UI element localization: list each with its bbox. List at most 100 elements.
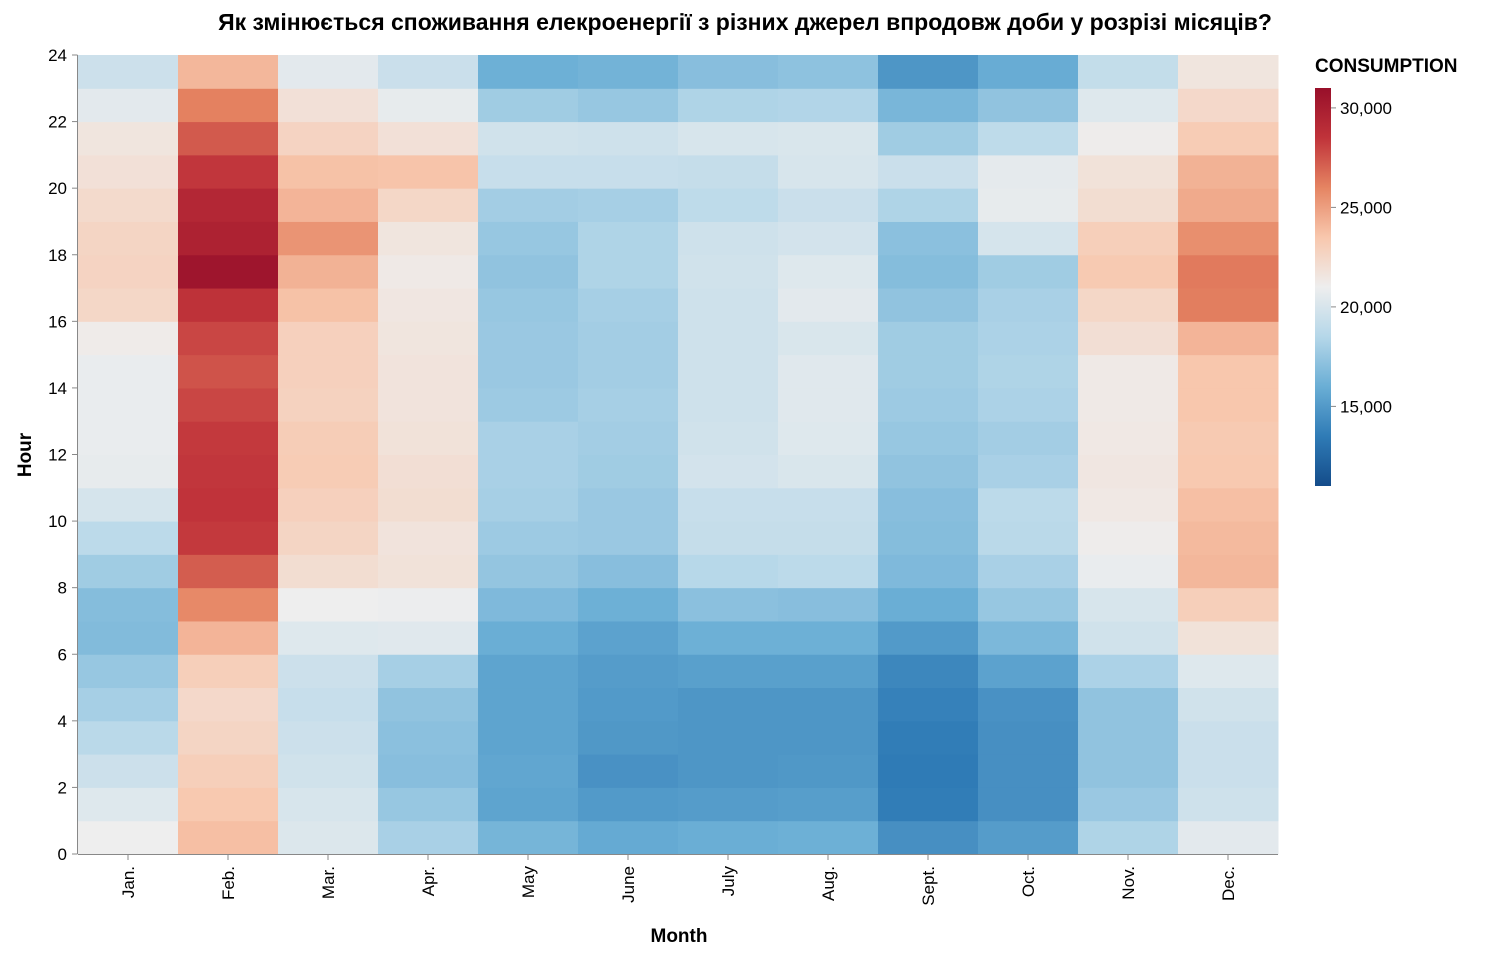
y-tick-label: 18	[48, 246, 67, 265]
heatmap-cell	[78, 720, 179, 755]
heatmap-cell	[1178, 321, 1279, 356]
heatmap-cell	[978, 55, 1079, 89]
heatmap-cell	[78, 121, 179, 156]
heatmap-cell	[1178, 620, 1279, 655]
heatmap-cell	[778, 421, 879, 455]
heatmap-cell	[1078, 387, 1179, 422]
heatmap-cell	[678, 221, 779, 256]
heatmap-cell	[778, 55, 879, 89]
heatmap-cell	[578, 188, 679, 222]
heatmap-cell	[378, 421, 479, 455]
heatmap-cell	[978, 654, 1079, 689]
x-tick-label: July	[719, 866, 738, 897]
x-tick-label: Sept.	[919, 866, 938, 906]
heatmap-cell	[378, 254, 479, 289]
heatmap-cell	[1178, 387, 1279, 422]
heatmap-cell	[1178, 687, 1279, 722]
heatmap-cell	[378, 820, 479, 855]
x-tick-label: Feb.	[219, 866, 238, 900]
heatmap-cell	[1078, 820, 1179, 855]
heatmap-cell	[378, 288, 479, 322]
x-tick-label: Nov.	[1119, 866, 1138, 900]
heatmap-cell	[1078, 354, 1179, 389]
heatmap-cell	[1078, 587, 1179, 622]
heatmap-cell	[278, 421, 379, 455]
heatmap-cell	[878, 554, 979, 589]
heatmap-cell	[778, 154, 879, 189]
heatmap-cell	[178, 620, 279, 655]
heatmap-cell	[778, 254, 879, 289]
heatmap-cell	[278, 654, 379, 689]
heatmap-cell	[778, 88, 879, 123]
heatmap-cell	[178, 454, 279, 489]
heatmap-cell	[778, 288, 879, 322]
heatmap-cell	[878, 687, 979, 722]
heatmap-cell	[778, 620, 879, 655]
heatmap-cell	[678, 787, 779, 822]
heatmap-cell	[878, 88, 979, 123]
heatmap-cell	[1078, 88, 1179, 123]
heatmap-cell	[578, 754, 679, 788]
y-tick-label: 8	[58, 579, 67, 598]
heatmap-cells	[78, 55, 1279, 855]
heatmap-cell	[378, 454, 479, 489]
heatmap-cell	[378, 154, 479, 189]
heatmap-cell	[1078, 454, 1179, 489]
heatmap-cell	[1178, 354, 1279, 389]
heatmap-cell	[578, 321, 679, 356]
heatmap-cell	[1078, 754, 1179, 788]
heatmap-cell	[878, 754, 979, 788]
legend-gradient-bar	[1315, 88, 1331, 486]
heatmap-cell	[678, 121, 779, 156]
heatmap-cell	[878, 720, 979, 755]
heatmap-cell	[578, 55, 679, 89]
heatmap-cell	[378, 654, 479, 689]
heatmap-cell	[678, 754, 779, 788]
heatmap-cell	[778, 754, 879, 788]
heatmap-cell	[1078, 521, 1179, 555]
heatmap-cell	[678, 188, 779, 222]
heatmap-cell	[78, 787, 179, 822]
heatmap-cell	[478, 121, 579, 156]
heatmap-cell	[378, 188, 479, 222]
heatmap-cell	[978, 687, 1079, 722]
heatmap-cell	[378, 487, 479, 522]
heatmap-cell	[78, 221, 179, 256]
heatmap-cell	[978, 121, 1079, 156]
heatmap-cell	[578, 88, 679, 123]
heatmap-cell	[278, 554, 379, 589]
heatmap-cell	[578, 820, 679, 855]
heatmap-cell	[1078, 421, 1179, 455]
heatmap-cell	[278, 754, 379, 788]
heatmap-cell	[878, 154, 979, 189]
heatmap-cell	[678, 720, 779, 755]
heatmap-cell	[78, 288, 179, 322]
heatmap-cell	[478, 387, 579, 422]
heatmap-cell	[678, 820, 779, 855]
heatmap-cell	[278, 454, 379, 489]
heatmap-cell	[878, 387, 979, 422]
heatmap-cell	[1078, 620, 1179, 655]
legend-ticks: 15,000 20,000 25,000 30,000	[1331, 99, 1392, 416]
heatmap-cell	[378, 754, 479, 788]
heatmap-cell	[978, 188, 1079, 222]
chart-title: Як змінюється споживання елекроенергії з…	[218, 9, 1272, 35]
heatmap-cell	[178, 154, 279, 189]
heatmap-cell	[178, 254, 279, 289]
color-legend: CONSUMPTION 15,000 20,000 25,000 30,000	[1315, 56, 1458, 486]
heatmap-cell	[578, 354, 679, 389]
heatmap-cell	[78, 454, 179, 489]
heatmap-cell	[78, 55, 179, 89]
heatmap-cell	[878, 487, 979, 522]
y-axis-title: Hour	[15, 432, 36, 477]
heatmap-cell	[278, 820, 379, 855]
heatmap-cell	[678, 587, 779, 622]
heatmap-cell	[778, 121, 879, 156]
heatmap-cell	[78, 354, 179, 389]
heatmap-cell	[78, 754, 179, 788]
heatmap-cell	[478, 421, 579, 455]
heatmap-cell	[778, 387, 879, 422]
heatmap-cell	[178, 720, 279, 755]
heatmap-cell	[578, 620, 679, 655]
